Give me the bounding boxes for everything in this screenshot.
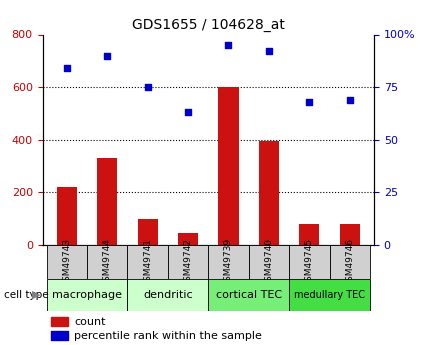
Text: GSM49744: GSM49744 xyxy=(103,238,112,287)
Text: ▶: ▶ xyxy=(32,290,40,300)
Bar xyxy=(329,245,370,279)
Title: GDS1655 / 104628_at: GDS1655 / 104628_at xyxy=(132,18,285,32)
Bar xyxy=(259,141,279,245)
Bar xyxy=(87,245,128,279)
Bar xyxy=(289,279,370,311)
Bar xyxy=(51,317,68,326)
Bar xyxy=(340,224,360,245)
Bar xyxy=(218,87,238,245)
Point xyxy=(184,110,191,115)
Bar xyxy=(47,279,128,311)
Point xyxy=(346,97,353,102)
Bar xyxy=(299,224,320,245)
Bar xyxy=(168,245,208,279)
Point xyxy=(306,99,313,105)
Text: GSM49743: GSM49743 xyxy=(62,238,71,287)
Point xyxy=(266,49,272,54)
Text: count: count xyxy=(74,317,106,327)
Bar xyxy=(47,245,87,279)
Bar xyxy=(128,279,208,311)
Text: GSM49741: GSM49741 xyxy=(143,238,152,287)
Point xyxy=(225,42,232,48)
Text: GSM49742: GSM49742 xyxy=(184,238,193,287)
Text: GSM49746: GSM49746 xyxy=(345,238,354,287)
Text: cortical TEC: cortical TEC xyxy=(215,290,282,300)
Text: GSM49745: GSM49745 xyxy=(305,238,314,287)
Point xyxy=(104,53,111,58)
Text: GSM49739: GSM49739 xyxy=(224,238,233,287)
Bar xyxy=(57,187,77,245)
Text: dendritic: dendritic xyxy=(143,290,193,300)
Text: percentile rank within the sample: percentile rank within the sample xyxy=(74,331,262,341)
Bar xyxy=(138,219,158,245)
Text: macrophage: macrophage xyxy=(52,290,122,300)
Point xyxy=(63,66,70,71)
Point xyxy=(144,85,151,90)
Text: cell type: cell type xyxy=(4,290,49,300)
Text: GSM49740: GSM49740 xyxy=(264,238,273,287)
Text: medullary TEC: medullary TEC xyxy=(294,290,365,300)
Bar xyxy=(97,158,117,245)
Bar xyxy=(289,245,329,279)
Bar xyxy=(128,245,168,279)
Bar xyxy=(208,279,289,311)
Bar xyxy=(249,245,289,279)
Bar xyxy=(178,233,198,245)
Bar xyxy=(208,245,249,279)
Bar xyxy=(51,331,68,340)
